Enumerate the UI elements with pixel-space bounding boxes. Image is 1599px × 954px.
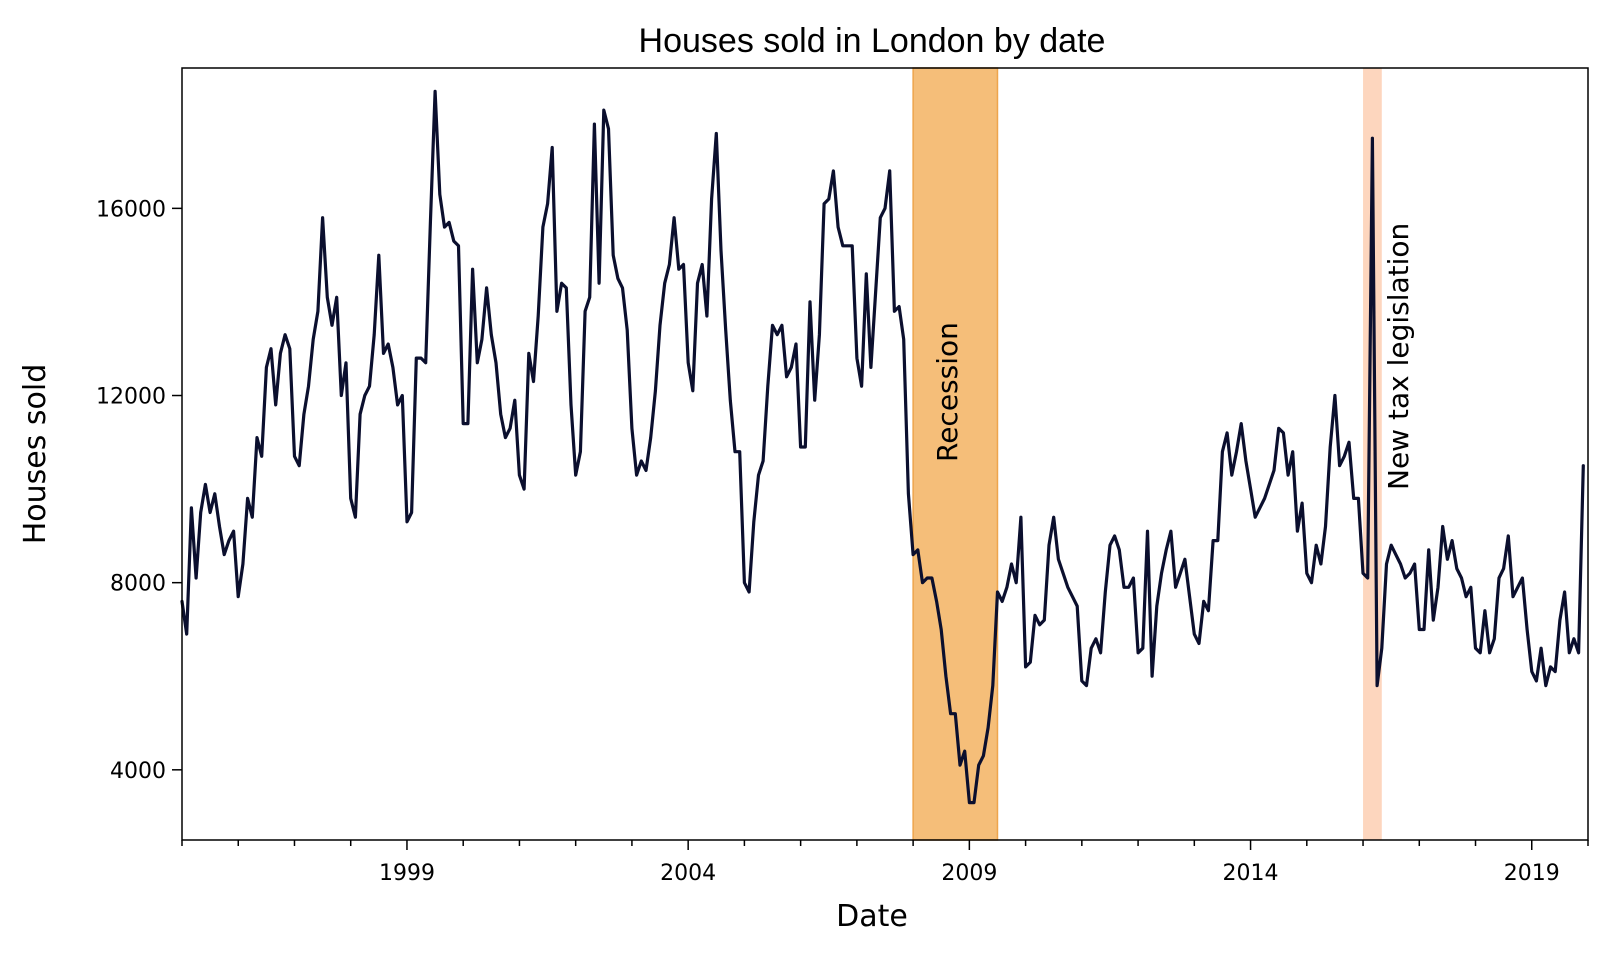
annotation-labels: Recession New tax legislation <box>931 223 1415 490</box>
annotation-bands <box>912 67 1382 841</box>
plot-area-frame <box>181 67 1589 841</box>
y-tick-label: 8000 <box>110 572 166 597</box>
y-tick-label: 4000 <box>110 759 166 784</box>
annotation-band-recession <box>912 67 999 841</box>
series-lines <box>180 89 1585 805</box>
chart-title: Houses sold in London by date <box>639 22 1106 60</box>
series-line-0 <box>180 89 1585 805</box>
x-axis-label: Date <box>836 899 908 934</box>
x-tick-label: 2009 <box>941 861 997 886</box>
x-tick-label: 1999 <box>379 861 435 886</box>
y-axis-ticks: 4000 8000 12000 16000 <box>96 197 182 784</box>
y-tick-label: 16000 <box>96 197 166 222</box>
x-axis-ticks: 1999 2004 2009 2014 2019 <box>181 840 1589 886</box>
annotation-label-tax-legislation: New tax legislation <box>1382 223 1415 490</box>
x-tick-label: 2019 <box>1504 861 1560 886</box>
y-tick-label: 12000 <box>96 385 166 410</box>
annotation-label-recession: Recession <box>931 322 964 462</box>
x-tick-label: 2014 <box>1223 861 1279 886</box>
x-tick-label: 2004 <box>660 861 716 886</box>
y-axis-label: Houses sold <box>18 364 53 545</box>
